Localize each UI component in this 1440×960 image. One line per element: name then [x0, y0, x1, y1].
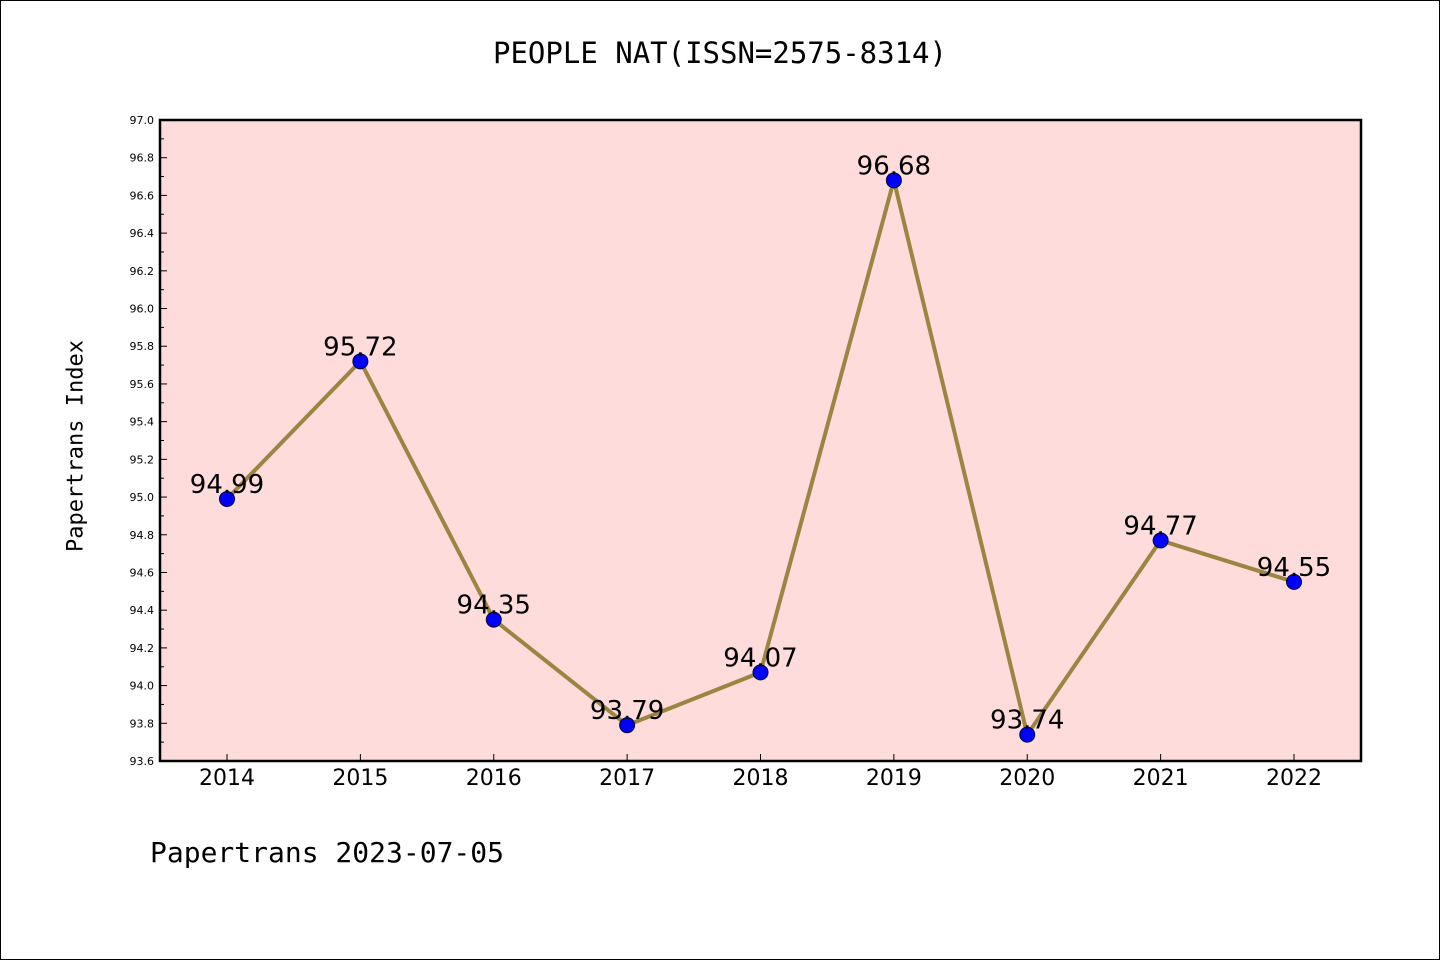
y-tick-label: 93.8 [130, 717, 155, 730]
y-tick-label: 94.8 [130, 529, 155, 542]
y-tick-label: 94.0 [130, 680, 155, 693]
x-tick-label: 2016 [466, 766, 522, 791]
data-point [885, 172, 902, 189]
x-tick-label: 2020 [999, 766, 1055, 791]
x-tick-label: 2019 [866, 766, 922, 791]
y-tick-label: 96.6 [130, 189, 155, 202]
data-label: 95.72 [323, 332, 397, 362]
x-tick-label: 2014 [199, 766, 255, 791]
plot-area [160, 120, 1361, 761]
y-tick-label: 96.2 [130, 265, 155, 278]
data-point [1286, 573, 1302, 590]
data-label: 93.74 [990, 706, 1064, 736]
x-tick-label: 2018 [733, 766, 789, 791]
x-tick-label: 2021 [1133, 766, 1189, 791]
data-point [752, 664, 769, 681]
data-label: 94.55 [1257, 553, 1331, 583]
y-tick-label: 95.2 [130, 453, 155, 466]
data-point [485, 611, 502, 628]
x-tick-label: 2015 [332, 766, 388, 791]
y-tick-label: 95.4 [130, 416, 155, 429]
y-tick-label: 96.0 [130, 303, 155, 316]
data-label: 94.07 [723, 643, 797, 673]
y-tick-label: 94.4 [130, 604, 155, 617]
y-tick-label: 94.2 [130, 642, 155, 655]
x-tick-label: 2017 [599, 766, 655, 791]
y-tick-label: 96.4 [130, 227, 155, 240]
data-label: 96.68 [857, 151, 931, 181]
plot-border [158, 118, 1363, 763]
data-point [1152, 532, 1169, 549]
data-point [219, 490, 235, 507]
chart-title: PEOPLE NAT(ISSN=2575-8314) [493, 36, 947, 70]
y-tick-label: 96.8 [130, 152, 155, 165]
y-tick-label: 94.6 [130, 566, 155, 579]
data-label: 94.77 [1123, 511, 1197, 541]
y-tick-label: 95.8 [130, 340, 155, 353]
y-tick-label: 95.6 [130, 378, 155, 391]
footer-text: Papertrans 2023-07-05 [150, 836, 505, 869]
data-label: 94.35 [457, 591, 531, 621]
data-label: 93.79 [590, 696, 664, 726]
y-tick-label: 95.0 [130, 491, 155, 504]
data-label: 94.99 [190, 470, 264, 500]
y-tick-label: 97.0 [130, 114, 155, 127]
data-point [1019, 726, 1036, 743]
x-tick-label: 2022 [1266, 766, 1322, 791]
data-point [619, 717, 636, 734]
data-point [352, 353, 369, 370]
y-tick-label: 93.6 [130, 755, 155, 768]
